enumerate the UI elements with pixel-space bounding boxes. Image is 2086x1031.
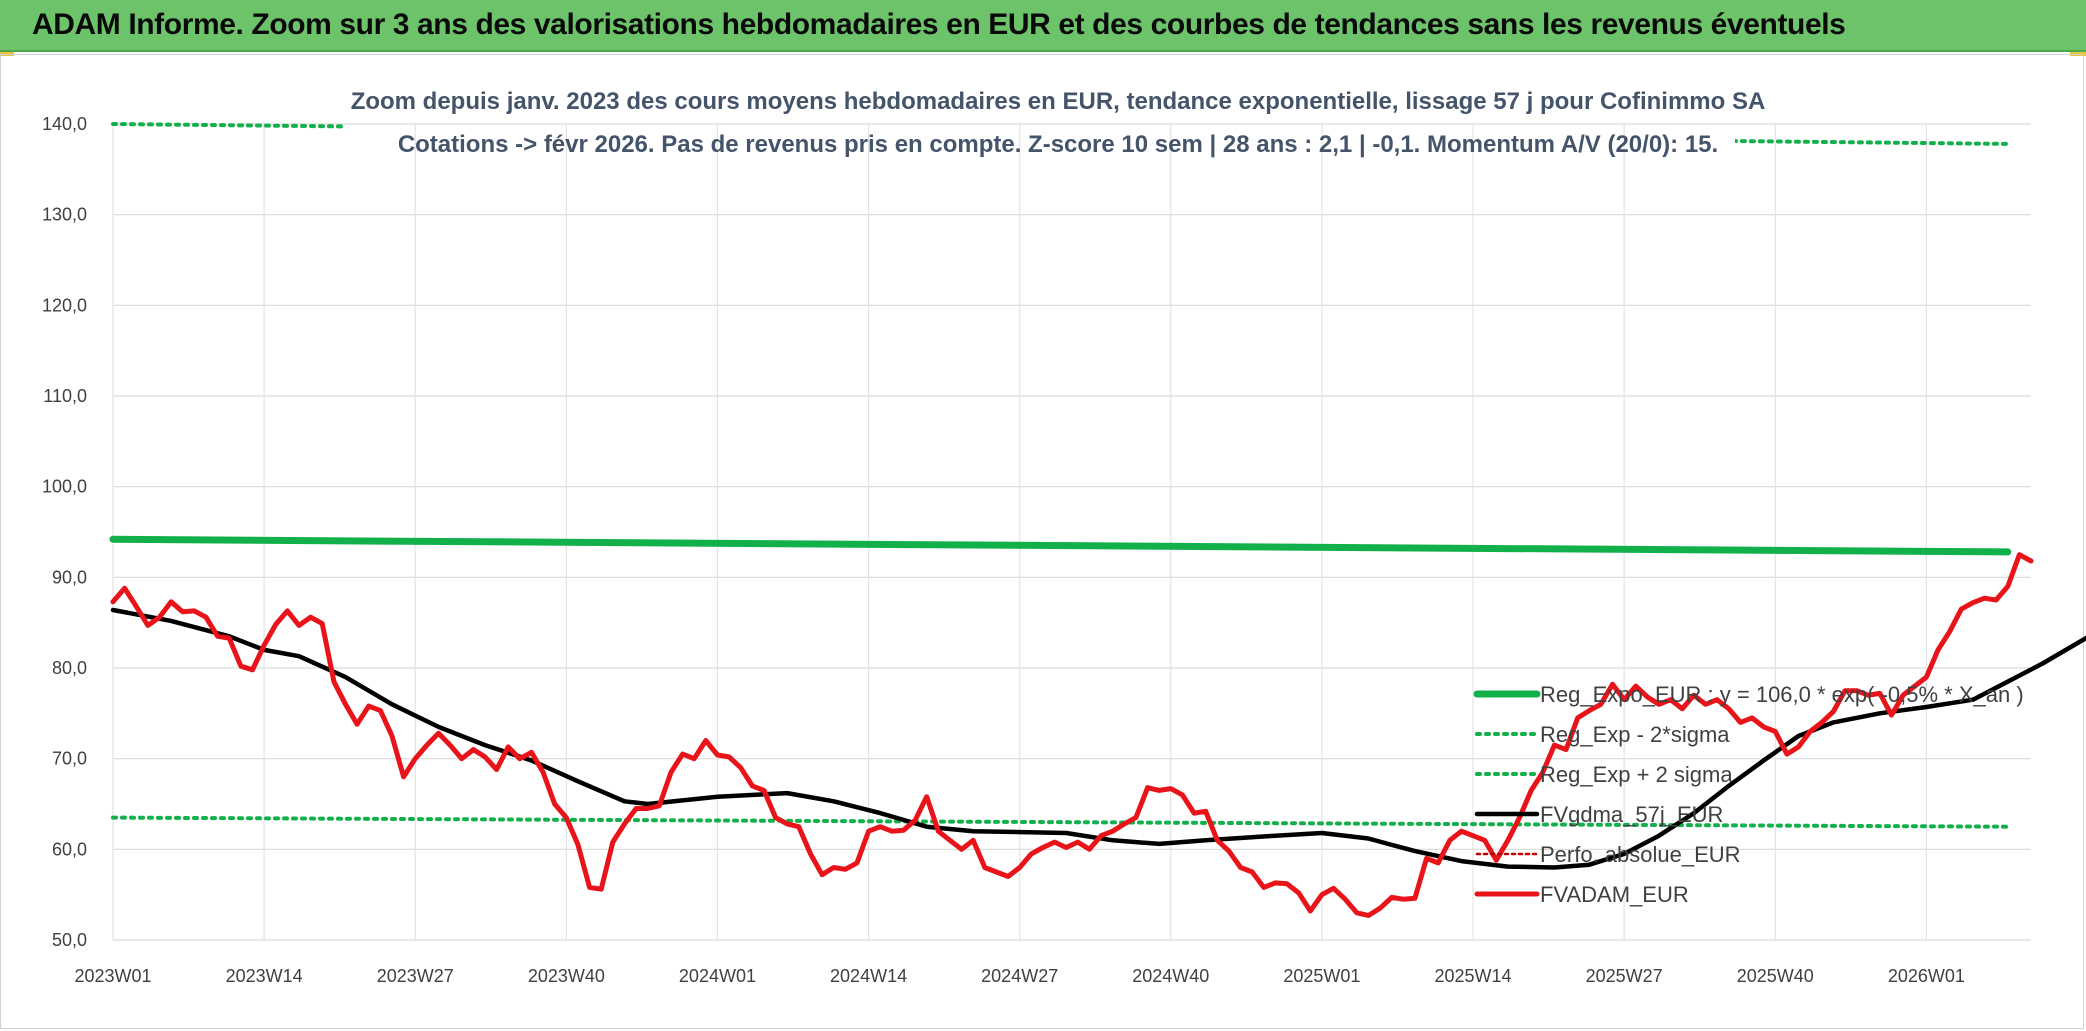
y-axis-ticks: 50,0 60,0 70,0 80,0 90,0 100,0 110,0 120,0 130,0… <box>42 114 87 950</box>
y-tick-label: 50,0 <box>52 930 87 950</box>
legend-label: Reg_Exp + 2 sigma <box>1540 762 1733 787</box>
x-tick-label: 2025W27 <box>1586 966 1663 986</box>
legend-item: FVgdma_57j_EUR <box>1474 802 1723 827</box>
report-banner: ADAM Informe. Zoom sur 3 ans des valoris… <box>0 0 2086 52</box>
report-title: ADAM Informe. Zoom sur 3 ans des valoris… <box>32 8 1846 41</box>
chart-border <box>0 54 2084 1029</box>
legend: Reg_Expo_EUR : y = 106,0 * exp( -0,5% * … <box>1473 682 2024 907</box>
y-tick-label: 130,0 <box>42 205 87 225</box>
y-tick-label: 80,0 <box>52 658 87 678</box>
moving-average-line <box>110 607 2086 870</box>
legend-item: Reg_Exp + 2 sigma <box>1475 762 1733 787</box>
legend-item: Reg_Exp - 2*sigma <box>1475 722 1730 747</box>
x-tick-label: 2023W27 <box>377 966 454 986</box>
x-tick-label: 2025W40 <box>1737 966 1814 986</box>
x-tick-label: 2023W01 <box>74 966 151 986</box>
x-tick-label: 2025W14 <box>1435 966 1512 986</box>
series-lines <box>109 122 2086 918</box>
y-tick-label: 120,0 <box>42 295 87 315</box>
y-tick-label: 90,0 <box>52 567 87 587</box>
x-tick-label: 2024W01 <box>679 966 756 986</box>
x-tick-label: 2023W14 <box>226 966 303 986</box>
reg-expo-line <box>109 535 2012 556</box>
legend-label: FVADAM_EUR <box>1540 882 1689 907</box>
chart-titles: Zoom depuis janv. 2023 des cours moyens … <box>351 88 1766 158</box>
y-tick-label: 70,0 <box>52 749 87 769</box>
chart-title: Zoom depuis janv. 2023 des cours moyens … <box>351 88 1766 115</box>
legend-item: Reg_Expo_EUR : y = 106,0 * exp( -0,5% * … <box>1473 682 2024 707</box>
x-tick-label: 2023W40 <box>528 966 605 986</box>
x-tick-label: 2025W01 <box>1283 966 1360 986</box>
y-tick-label: 140,0 <box>42 114 87 134</box>
chart-subtitle: Cotations -> févr 2026. Pas de revenus p… <box>398 131 1718 158</box>
x-axis-ticks: 2023W01 2023W14 2023W27 2023W40 2024W01 2024W… <box>74 966 1964 986</box>
legend-label: FVgdma_57j_EUR <box>1540 802 1723 827</box>
x-tick-label: 2024W40 <box>1132 966 1209 986</box>
reg-minus-2sigma-line <box>111 815 2010 829</box>
x-tick-label: 2026W01 <box>1888 966 1965 986</box>
legend-label: Reg_Expo_EUR : y = 106,0 * exp( -0,5% * … <box>1540 682 2024 707</box>
y-tick-label: 100,0 <box>42 477 87 497</box>
legend-item: FVADAM_EUR <box>1474 882 1689 907</box>
grid <box>112 123 2031 941</box>
legend-item: Perfo. absolue_EUR <box>1475 842 1741 867</box>
x-tick-label: 2024W27 <box>981 966 1058 986</box>
y-tick-label: 110,0 <box>43 386 87 406</box>
price-line <box>110 552 2034 918</box>
y-tick-label: 60,0 <box>52 839 87 859</box>
legend-label: Reg_Exp - 2*sigma <box>1540 722 1730 747</box>
x-tick-label: 2024W14 <box>830 966 907 986</box>
legend-label: Perfo. absolue_EUR <box>1540 842 1741 867</box>
